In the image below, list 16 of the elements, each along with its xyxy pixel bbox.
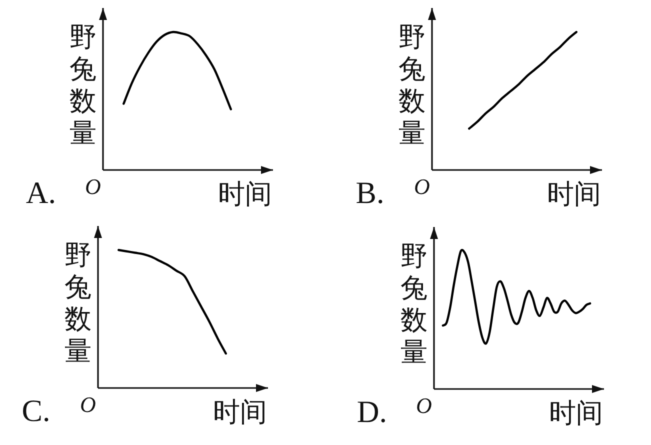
annotation: O: [80, 392, 96, 417]
ylabel: 野兔数量: [400, 241, 428, 367]
ylabel: 野兔数量: [64, 240, 92, 366]
ylabel: 野兔数量: [398, 22, 426, 148]
annotation: O: [85, 174, 101, 199]
xlabel: 时间: [213, 397, 267, 427]
annotation: O: [416, 393, 432, 418]
xlabel: 时间: [218, 179, 272, 209]
ylabel: 野兔数量: [70, 22, 96, 148]
xlabel: 时间: [549, 398, 603, 428]
annotation: O: [414, 174, 430, 199]
title: D.: [356, 394, 388, 429]
xlabel: 时间: [547, 179, 601, 209]
title: C.: [22, 393, 50, 428]
title: B.: [356, 175, 384, 210]
title: A.: [26, 175, 56, 210]
